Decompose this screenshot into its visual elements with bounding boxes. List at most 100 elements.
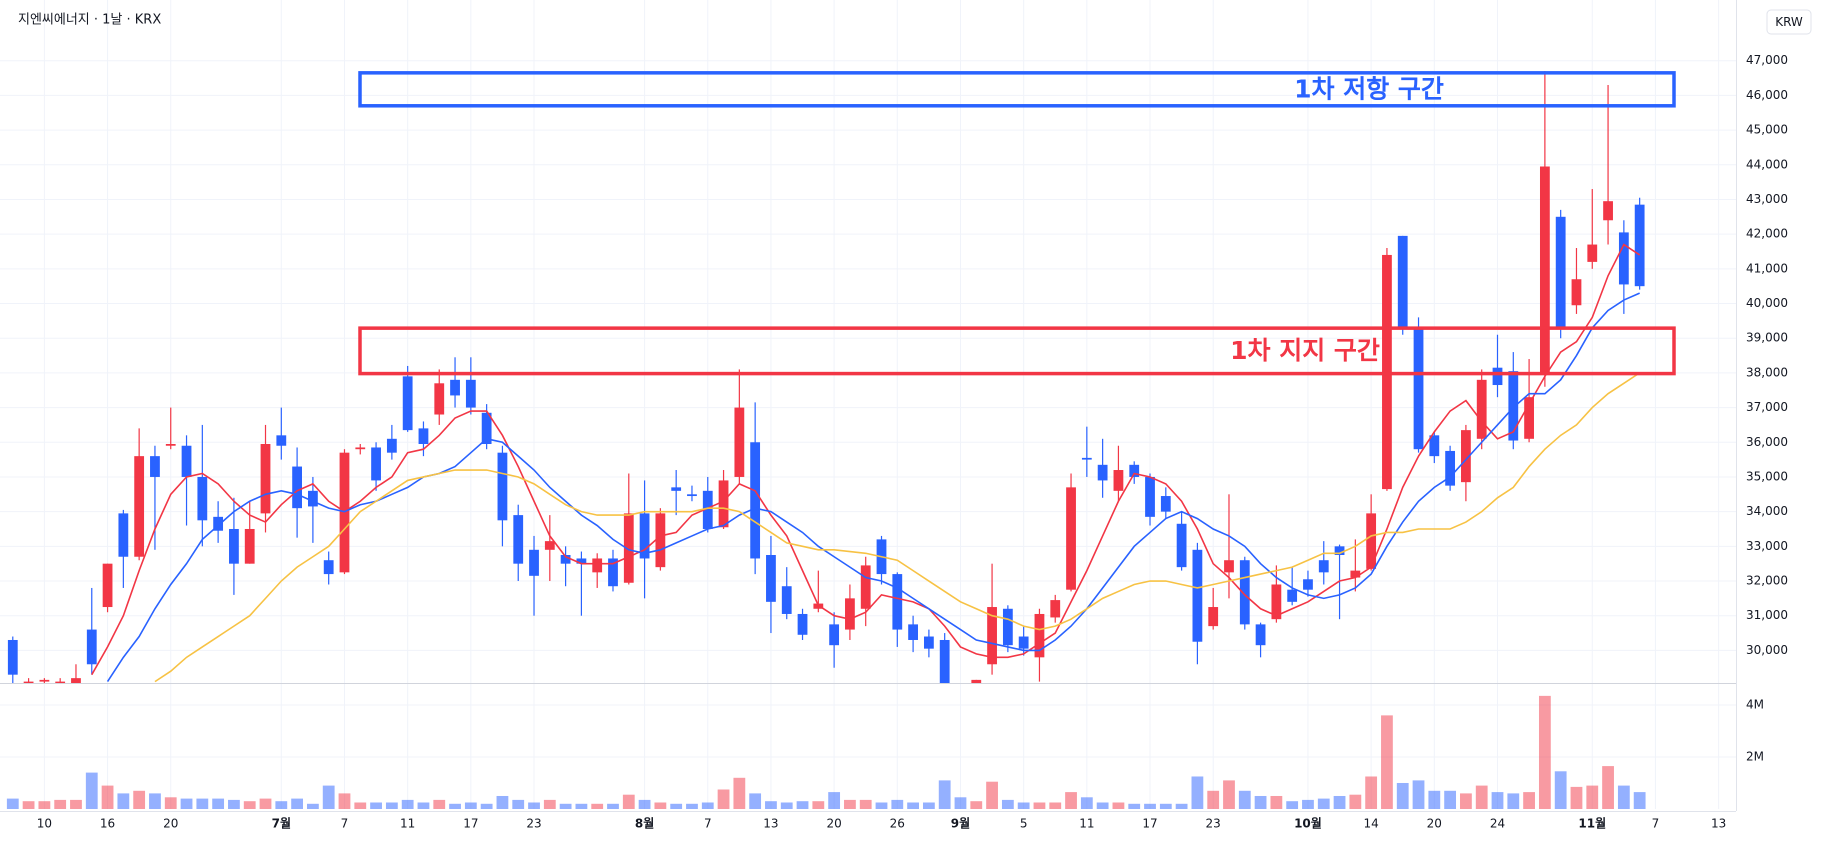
chart-title: 지엔씨에너지 · 1날 · KRX [18, 13, 161, 28]
candle-body [55, 681, 66, 683]
x-tick-label: 14 [1364, 817, 1379, 831]
y-tick-label: 31,000 [1746, 608, 1788, 622]
y-tick-label: 43,000 [1746, 192, 1788, 206]
x-tick-label: 7 [704, 817, 712, 831]
volume-bar [464, 802, 477, 809]
volume-bar [101, 785, 114, 809]
candle-body [118, 513, 129, 557]
y-tick-label: 33,000 [1746, 539, 1788, 553]
candle-body [276, 435, 287, 446]
candle-body [750, 442, 761, 559]
volume-bar [622, 794, 635, 809]
x-tick-label: 7월 [272, 816, 291, 831]
y-tick-label: 42,000 [1746, 227, 1788, 241]
candle-body [1192, 549, 1203, 642]
axes: 지엔씨에너지 · 1날 · KRX KRW [0, 0, 1812, 812]
volume-bar [1112, 802, 1125, 809]
volume-bar [54, 799, 67, 809]
candle-body [71, 678, 81, 683]
y-tick-label: 30,000 [1746, 643, 1788, 657]
volume-bar [970, 801, 983, 809]
volume-bar [243, 801, 256, 809]
volume-bar [528, 802, 540, 809]
candle-body [1634, 204, 1645, 287]
volume-bar [322, 785, 335, 809]
candle-body [418, 428, 429, 445]
candle-body [1160, 496, 1171, 512]
zone-box [358, 326, 1676, 376]
volume-bar [638, 799, 651, 809]
volume-bar [1538, 695, 1551, 809]
volume-bar [259, 798, 272, 809]
volume-bar [38, 801, 51, 809]
volume-bar [907, 802, 919, 809]
candle-body [1224, 560, 1234, 573]
candle-body [102, 563, 113, 608]
y2-tick-label: 4M [1746, 697, 1764, 711]
candle-body [1429, 435, 1440, 457]
y-tick-label: 39,000 [1746, 331, 1788, 345]
x-tick-label: 8월 [635, 816, 654, 831]
candle-body [1066, 487, 1076, 590]
candle-body [134, 456, 145, 557]
volume-bar [149, 793, 161, 809]
candle-body [529, 549, 539, 576]
candle-body [165, 444, 176, 446]
candle-body [1366, 513, 1377, 569]
volume-bar [22, 801, 35, 809]
volume-bar [654, 802, 667, 809]
candle-body [244, 528, 255, 564]
candle-body [1492, 367, 1503, 386]
volume-bar [1175, 803, 1188, 809]
x-tick-label: 26 [890, 817, 905, 831]
candle-body [1176, 523, 1187, 568]
y-tick-label: 41,000 [1746, 261, 1788, 275]
volume-bar [401, 799, 414, 809]
x-tick-label: 23 [526, 817, 541, 831]
candle-body [781, 586, 792, 614]
currency-label[interactable]: KRW [1775, 15, 1803, 29]
volume-bar [559, 803, 572, 809]
candle-body [1239, 560, 1250, 625]
candle-body [1145, 476, 1155, 517]
candle-body [1303, 579, 1313, 590]
volume-bar [1238, 790, 1251, 809]
volume-bar [575, 803, 588, 809]
y-tick-label: 45,000 [1746, 123, 1788, 137]
currency-button[interactable] [1766, 9, 1812, 35]
volume-bar [749, 793, 762, 809]
x-tick-label: 17 [1142, 817, 1157, 831]
candle-body [623, 513, 634, 583]
volume-pane [6, 695, 1646, 809]
volume-bar [875, 802, 888, 809]
candle-body [1097, 464, 1108, 481]
volume-bar [385, 802, 398, 809]
volume-bar [828, 792, 841, 809]
volume-bar [922, 802, 935, 809]
volume-bar [1033, 802, 1046, 809]
candle-body [513, 515, 524, 564]
volume-bar [1570, 786, 1583, 809]
volume-bar [228, 799, 240, 809]
y-tick-label: 35,000 [1746, 469, 1788, 483]
candle-body [402, 376, 413, 431]
volume-bar [844, 799, 856, 809]
volume-bar [1144, 803, 1156, 809]
y-tick-label: 40,000 [1746, 296, 1788, 310]
volume-bar [1554, 771, 1567, 809]
candle-body [1603, 201, 1613, 221]
candle-body [434, 383, 445, 415]
candle-body [1476, 379, 1487, 439]
candle-body [1618, 232, 1629, 285]
volume-bar [354, 802, 367, 809]
volume-bar [85, 772, 98, 809]
candle-body [465, 379, 476, 408]
candle-body [497, 452, 508, 521]
labels: 30,000 31,000 32,000 33,000 34,000 35,000 36,0… [37, 53, 1788, 830]
candle-body [576, 558, 587, 564]
x-tick-label: 24 [1490, 817, 1505, 831]
volume-bar [1270, 795, 1283, 809]
y-tick-label: 38,000 [1746, 365, 1788, 379]
candle-body [592, 558, 603, 573]
candle-body [307, 490, 318, 507]
